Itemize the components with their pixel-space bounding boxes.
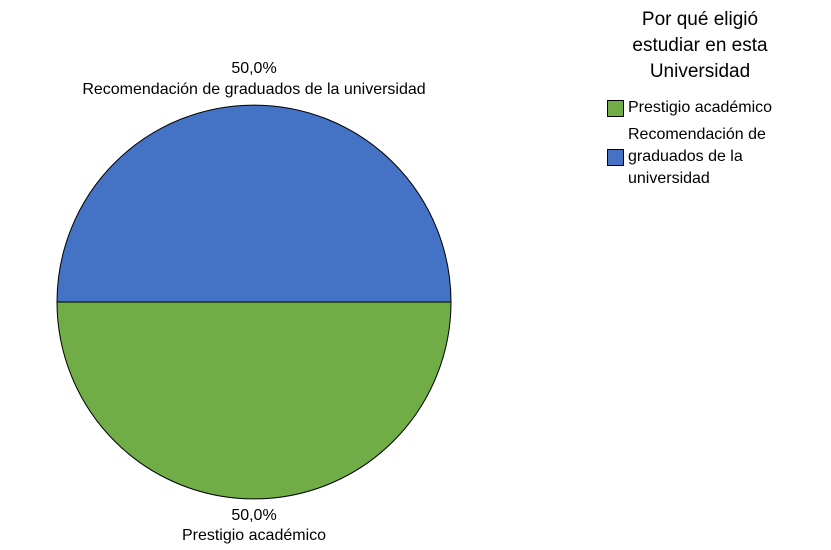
legend: Prestigio académico Recomendación de grad… <box>607 97 831 195</box>
legend-item: Prestigio académico <box>607 97 831 119</box>
slice-value-label: 50,0% <box>231 60 276 77</box>
slice-value-label: 50,0% <box>231 507 276 524</box>
legend-label: Prestigio académico <box>628 99 773 116</box>
pie-slice <box>56 301 452 500</box>
slice-category-label: Prestigio académico <box>182 527 326 544</box>
legend-label: Recomendación de graduados de la univers… <box>628 126 766 187</box>
legend-item: Recomendación de graduados de la univers… <box>607 124 831 190</box>
slice-category-label: Recomendación de graduados de la univers… <box>82 81 425 98</box>
legend-swatch <box>607 148 624 166</box>
pie-slice <box>56 104 452 303</box>
legend-title: Por qué eligió estudiar en esta Universi… <box>632 9 768 82</box>
legend-swatch <box>607 99 624 117</box>
